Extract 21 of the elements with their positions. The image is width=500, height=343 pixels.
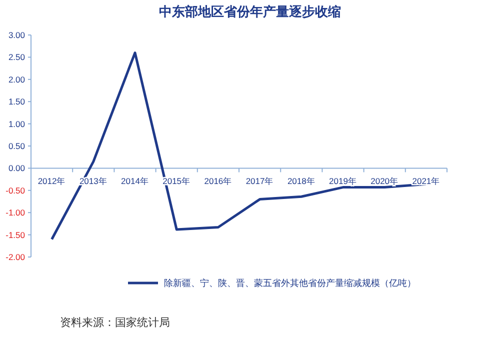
x-tick-label: 2016年 — [204, 176, 232, 186]
x-tick-label: 2014年 — [121, 176, 149, 186]
x-tick-label: 2020年 — [370, 176, 399, 186]
chart-title: 中东部地区省份年产量逐步收缩 — [159, 4, 341, 19]
y-tick-label: 3.00 — [8, 30, 26, 40]
y-tick-label: 2.50 — [8, 52, 26, 62]
y-tick-label: 2.00 — [8, 74, 26, 84]
y-tick-label: -0.50 — [6, 185, 26, 196]
y-tick-label: -1.00 — [6, 208, 26, 218]
legend-label: 除新疆、宁、陕、晋、蒙五省外其他省份产量缩减规模（亿吨） — [164, 278, 416, 288]
text: 资料来源：国家统计局 — [60, 316, 170, 329]
y-tick-label: 0.50 — [8, 140, 26, 151]
y-tick-label: -2.00 — [6, 252, 26, 262]
x-tick-label: 2012年 — [38, 176, 66, 186]
y-tick-label: -1.50 — [6, 230, 26, 240]
x-tick-label: 2018年 — [287, 176, 316, 186]
y-tick-label: 0.00 — [8, 163, 26, 174]
y-tick-label: 1.00 — [8, 118, 26, 129]
y-tick-label: 1.50 — [8, 96, 26, 107]
x-tick-label: 2017年 — [246, 176, 274, 186]
x-tick-label: 2019年 — [329, 176, 357, 186]
